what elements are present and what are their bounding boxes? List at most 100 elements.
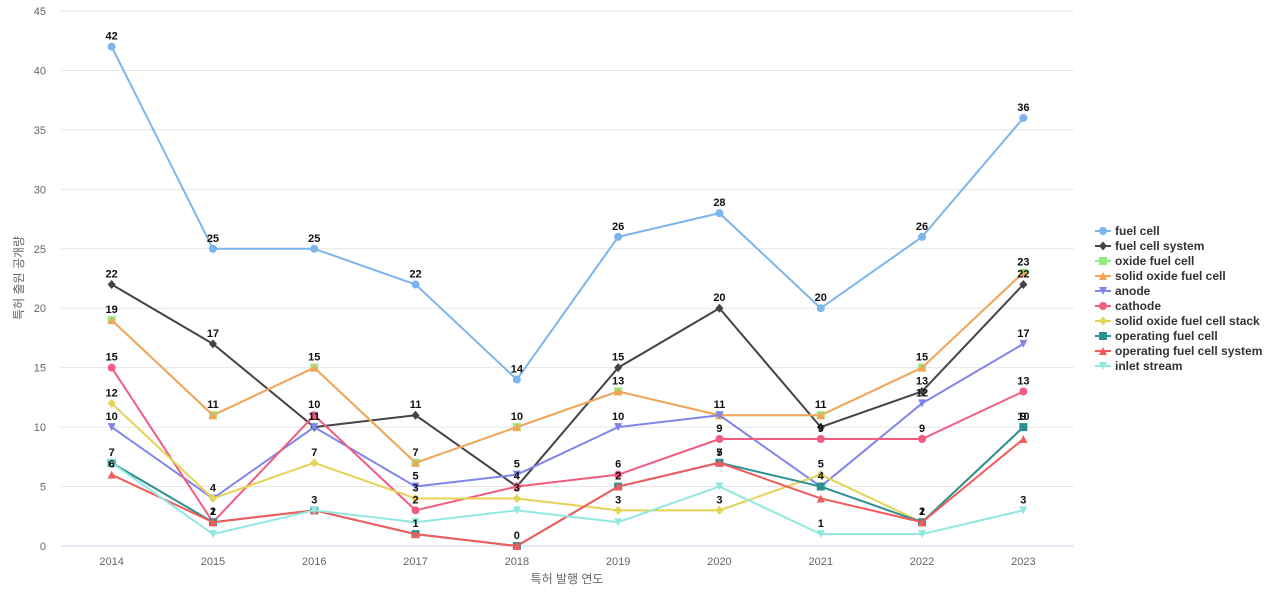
- series-line: [110, 367, 1024, 524]
- x-tick-label: 2021: [809, 556, 833, 568]
- data-point: [208, 339, 217, 349]
- legend-item[interactable]: anode: [1095, 284, 1151, 298]
- legend-item[interactable]: fuel cell system: [1095, 239, 1204, 253]
- legend-item[interactable]: operating fuel cell system: [1095, 344, 1262, 358]
- y-tick-label: 10: [34, 422, 46, 434]
- data-label: 9: [818, 423, 824, 435]
- series-fuel-cell-system: [107, 279, 1028, 492]
- data-point: [411, 530, 420, 539]
- legend-item[interactable]: oxide fuel cell: [1095, 254, 1194, 268]
- x-tick-label: 2022: [910, 556, 934, 568]
- data-point: [107, 470, 116, 479]
- data-point: [107, 398, 116, 408]
- data-label: 5: [716, 447, 722, 459]
- legend-item[interactable]: solid oxide fuel cell stack: [1095, 314, 1260, 328]
- data-point: [1019, 506, 1028, 515]
- data-label: 5: [514, 459, 520, 471]
- data-label: 23: [1017, 257, 1029, 269]
- data-point: [715, 458, 724, 467]
- data-point: [411, 280, 420, 289]
- data-label: 14: [511, 364, 524, 376]
- data-label: 22: [409, 268, 421, 280]
- x-tick-label: 2016: [302, 556, 326, 568]
- series-lines: [107, 42, 1028, 550]
- data-point: [208, 530, 217, 539]
- data-label: 13: [612, 375, 624, 387]
- data-point: [411, 482, 420, 491]
- series-line: [111, 461, 1024, 536]
- data-label: 10: [612, 411, 624, 423]
- x-tick-label: 2018: [505, 556, 529, 568]
- data-label: 4: [514, 471, 521, 483]
- data-label: 1: [919, 506, 925, 518]
- series-line: [110, 271, 1025, 464]
- data-point: [411, 410, 420, 420]
- legend-marker: [1099, 272, 1107, 280]
- data-point: [816, 411, 825, 420]
- data-point: [614, 387, 623, 396]
- legend-marker: [1099, 347, 1107, 355]
- legend-item[interactable]: fuel cell: [1095, 224, 1160, 238]
- x-axis-ticks: 2014 2015 2016 2017 2018 2019 2020 2021 2022 2023: [99, 556, 1035, 568]
- data-point: [918, 232, 927, 241]
- data-label: 28: [713, 197, 725, 209]
- data-point: [918, 363, 927, 372]
- legend-item[interactable]: operating fuel cell: [1095, 329, 1218, 343]
- data-point: [512, 423, 521, 432]
- data-point: [411, 458, 420, 467]
- data-point: [918, 530, 927, 539]
- data-label: 9: [919, 423, 925, 435]
- data-point: [816, 435, 825, 443]
- data-point: [816, 304, 825, 313]
- data-label: 9: [1020, 411, 1026, 423]
- data-point: [715, 411, 724, 420]
- data-label: 12: [106, 387, 118, 399]
- data-point: [715, 303, 724, 313]
- data-label: 42: [106, 31, 118, 43]
- data-point: [310, 244, 319, 253]
- legend-item[interactable]: inlet stream: [1095, 359, 1182, 373]
- data-point: [208, 493, 217, 503]
- legend-marker: [1099, 332, 1107, 340]
- x-tick-label: 2014: [99, 556, 123, 568]
- data-label: 15: [916, 352, 928, 364]
- data-label: 12: [916, 387, 928, 399]
- data-label: 22: [106, 268, 118, 280]
- legend-marker: [1099, 287, 1107, 295]
- data-point: [1019, 387, 1028, 396]
- data-label: 10: [1017, 411, 1029, 423]
- legend-item[interactable]: cathode: [1095, 299, 1161, 313]
- data-label: 2: [919, 506, 925, 518]
- x-tick-label: 2020: [707, 556, 731, 568]
- y-axis-title: 특허 출원 공개량: [12, 236, 26, 320]
- data-point: [310, 411, 319, 420]
- legend-item[interactable]: solid oxide fuel cell: [1095, 269, 1226, 283]
- data-point: [1019, 268, 1028, 277]
- data-label: 15: [308, 352, 320, 364]
- data-point: [614, 518, 623, 527]
- data-label: 19: [106, 304, 118, 316]
- y-tick-label: 15: [34, 363, 46, 375]
- data-point: [614, 482, 623, 491]
- data-point: [1019, 435, 1028, 443]
- data-point: [107, 279, 116, 289]
- data-point: [816, 470, 825, 480]
- legend-label: anode: [1115, 284, 1151, 298]
- data-point: [512, 482, 521, 491]
- data-label: 3: [514, 482, 520, 494]
- legend-label: fuel cell: [1115, 224, 1160, 238]
- data-point: [512, 542, 521, 550]
- legend-marker: [1099, 257, 1107, 265]
- data-label: 9: [716, 423, 722, 435]
- series-fuel-cell: [107, 42, 1028, 384]
- data-point: [614, 470, 623, 479]
- data-label: 4: [818, 471, 825, 483]
- data-label: 22: [1017, 268, 1029, 280]
- y-tick-label: 5: [40, 482, 46, 494]
- data-label: 10: [308, 399, 320, 411]
- data-point: [208, 411, 217, 420]
- data-point: [107, 363, 116, 372]
- y-tick-label: 25: [34, 244, 46, 256]
- data-point: [208, 518, 217, 527]
